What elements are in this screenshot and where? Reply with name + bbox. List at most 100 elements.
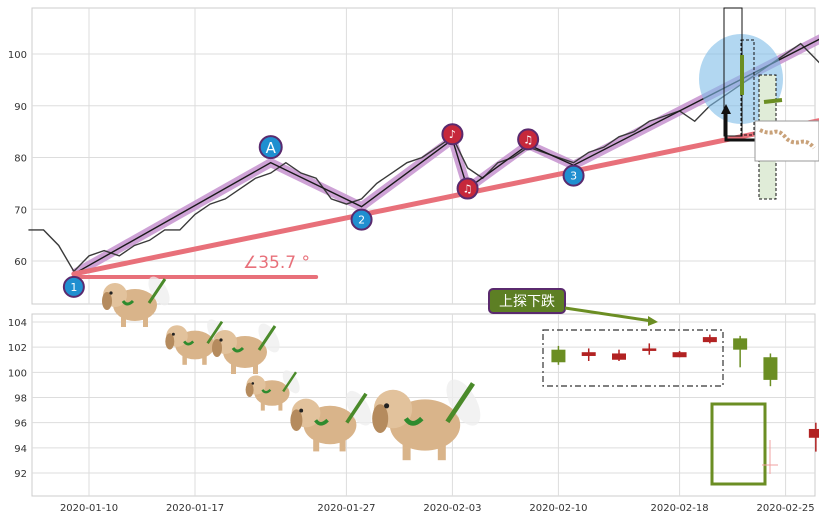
puppy-icon xyxy=(372,379,481,461)
annotation-label: 上探下跌 xyxy=(499,294,555,310)
marker-label: A xyxy=(266,139,277,157)
bracket-line xyxy=(724,110,755,142)
marker-label: ♪ xyxy=(449,128,456,141)
puppy-eye xyxy=(171,332,175,336)
puppy-bat xyxy=(206,320,224,344)
marker-circle xyxy=(517,128,540,151)
close-price-line xyxy=(28,42,819,273)
bottom-y-tick-label: 98 xyxy=(14,394,27,405)
candle-body xyxy=(612,353,626,360)
candle-body xyxy=(551,349,566,363)
bottom-candles xyxy=(542,329,819,486)
puppy-leg xyxy=(182,354,187,365)
top-y-ticks: 60 70 80 90 100 xyxy=(8,50,27,268)
puppy-ear xyxy=(245,382,254,397)
puppy-collar xyxy=(314,418,329,426)
candle-body xyxy=(763,357,778,380)
puppy-wing xyxy=(446,379,481,426)
bottom-y-tick-label: 96 xyxy=(14,419,27,430)
puppy-leg xyxy=(143,315,148,327)
top-y-tick-label: 100 xyxy=(8,50,27,61)
candle-body xyxy=(808,428,819,438)
puppy-wing xyxy=(282,370,300,394)
puppy-leg xyxy=(260,401,265,411)
puppy-leg xyxy=(231,362,236,374)
zigzag-line xyxy=(73,38,819,275)
angle-label: ∠35.7 ° xyxy=(243,253,310,273)
puppy-wing xyxy=(148,276,170,306)
puppy-eye xyxy=(219,338,223,342)
marker-label: 1 xyxy=(70,281,77,294)
pattern-box xyxy=(542,329,724,387)
top-y-tick-label: 70 xyxy=(14,205,27,216)
top-markers: 1A2♪♫♫3B xyxy=(62,123,585,298)
puppy-bat xyxy=(445,382,475,424)
annotation-box xyxy=(488,288,566,314)
x-tick-label: 2020-01-27 xyxy=(317,503,375,514)
puppy-icon xyxy=(290,390,372,452)
bottom-x-ticks: 2020-01-10 2020-01-17 2020-01-27 2020-02-03… xyxy=(60,503,815,514)
puppy-bat xyxy=(257,325,277,351)
puppy-leg xyxy=(437,441,446,461)
top-y-tick-label: 60 xyxy=(14,257,27,268)
puppy-eye xyxy=(109,291,113,295)
puppy-wing xyxy=(258,323,280,353)
puppy-collar xyxy=(183,340,195,346)
puppy-bat xyxy=(345,392,368,424)
bottom-y-tick-label: 100 xyxy=(8,368,27,379)
x-tick-label: 2020-02-10 xyxy=(529,503,587,514)
marker-circle xyxy=(258,135,283,160)
puppy-collar xyxy=(121,299,135,306)
puppy-illustrations xyxy=(102,276,481,461)
puppy-ear xyxy=(372,404,389,433)
x-tick-label: 2020-01-10 xyxy=(60,503,118,514)
puppy-collar xyxy=(403,416,424,426)
puppy-bat xyxy=(147,278,167,304)
puppy-eye xyxy=(299,408,304,413)
puppy-leg xyxy=(121,315,126,327)
marker-circle xyxy=(456,177,479,200)
candle-body xyxy=(581,352,596,356)
puppy-icon xyxy=(212,323,280,374)
puppy-leg xyxy=(253,362,258,374)
range-box-dashed xyxy=(740,39,755,136)
puppy-eye xyxy=(384,403,390,409)
puppy-ear xyxy=(102,292,112,310)
candle-body xyxy=(733,338,748,350)
puppy-leg xyxy=(313,437,320,452)
puppy-leg xyxy=(278,401,283,411)
candle-body xyxy=(642,348,657,351)
puppy-collar xyxy=(261,388,272,394)
bottom-y-ticks: 92 94 96 98 100 102 104 xyxy=(8,318,27,480)
x-tick-label: 2020-02-03 xyxy=(423,503,481,514)
puppy-leg xyxy=(202,354,207,365)
inset-puppy-trail xyxy=(759,128,816,150)
bracket-arrow xyxy=(721,104,731,114)
top-shapes: ∠35.7 ° xyxy=(28,7,819,279)
bottom-y-tick-label: 104 xyxy=(8,318,27,329)
puppy-ear xyxy=(212,339,222,357)
candle-body xyxy=(702,337,717,343)
bottom-y-tick-label: 102 xyxy=(8,343,27,354)
puppy-collar xyxy=(231,346,245,353)
puppy-bat xyxy=(282,371,297,393)
bottom-annotation: 上探下跌 xyxy=(488,288,658,326)
last-candles-box xyxy=(710,402,767,486)
marker-circle xyxy=(62,275,85,298)
marker-label: 2 xyxy=(358,214,365,227)
marker-circle xyxy=(562,164,585,187)
puppy-leg xyxy=(402,441,411,461)
puppy-leg xyxy=(339,437,346,452)
marker-label: ♫ xyxy=(463,183,473,196)
puppy-icon xyxy=(245,370,300,411)
puppy-ear xyxy=(290,409,303,431)
puppy-ear xyxy=(165,333,175,350)
marker-label: 3 xyxy=(570,170,577,183)
x-tick-label: 2020-02-25 xyxy=(757,503,815,514)
puppy-wing xyxy=(346,390,372,426)
puppy-eye xyxy=(251,382,255,385)
marker-circle xyxy=(441,123,464,146)
